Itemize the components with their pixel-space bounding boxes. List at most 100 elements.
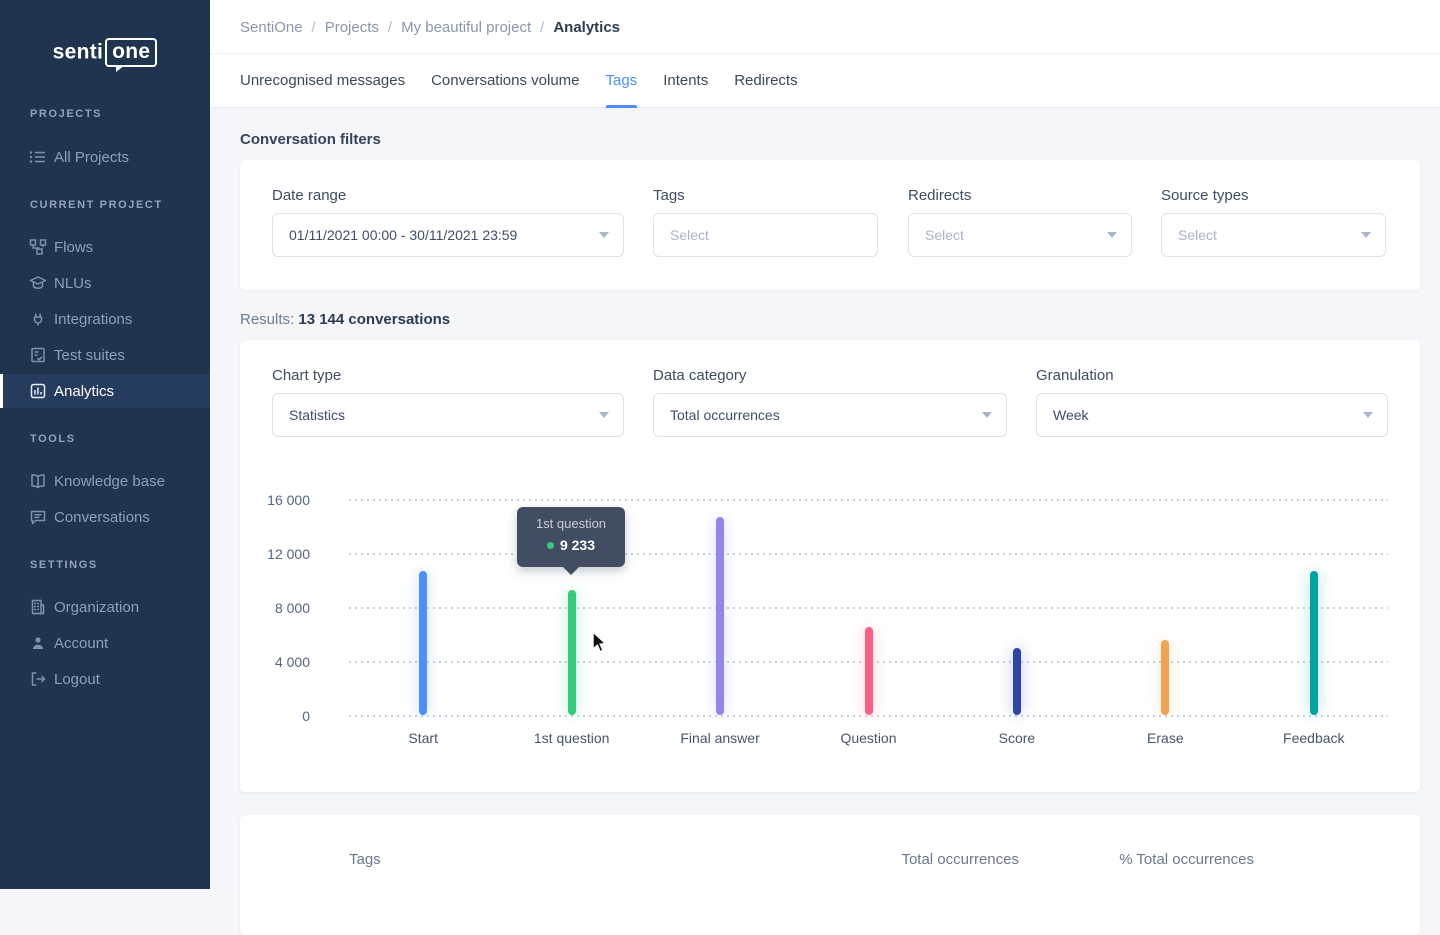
tags-filter-label: Tags xyxy=(653,187,685,204)
sidebar-item-analytics[interactable]: Analytics xyxy=(0,374,210,408)
y-axis-ticks: 16 000 12 000 8 000 4 000 0 xyxy=(240,492,310,724)
redirects-filter-field: Redirects Select xyxy=(908,187,1132,257)
sidebar-item-label: Conversations xyxy=(54,508,150,526)
tabs: Unrecognised messages Conversations volu… xyxy=(240,54,798,108)
sidebar-item-all-projects[interactable]: All Projects xyxy=(0,142,210,172)
chevron-down-icon xyxy=(1361,232,1371,238)
granulation-value: Week xyxy=(1053,407,1089,423)
breadcrumb-projects[interactable]: Projects xyxy=(324,18,379,36)
data-category-value: Total occurrences xyxy=(670,407,780,423)
data-category-field: Data category Total occurrences xyxy=(653,367,1007,437)
y-tick-label: 4 000 xyxy=(274,654,310,670)
date-range-select[interactable]: 01/11/2021 00:00 - 30/11/2021 23:59 xyxy=(272,213,624,257)
tags-filter-input[interactable] xyxy=(670,227,861,243)
tooltip-title: 1st question xyxy=(535,516,607,531)
y-tick-label: 16 000 xyxy=(267,492,310,508)
chart-type-field: Chart type Statistics xyxy=(272,367,624,437)
sidebar-item-logout[interactable]: Logout xyxy=(0,664,210,694)
granulation-label: Granulation xyxy=(1036,367,1114,384)
tab-unrecognised-messages[interactable]: Unrecognised messages xyxy=(240,72,406,89)
breadcrumb-analytics: Analytics xyxy=(553,18,621,36)
section-title-projects: PROJECTS xyxy=(30,108,103,120)
y-tick-label: 12 000 xyxy=(267,546,310,562)
sidebar: senti one PROJECTS All Projects CURRENT P… xyxy=(0,0,210,889)
sidebar-item-organization[interactable]: Organization xyxy=(0,592,210,622)
sentione-logo: senti one xyxy=(0,38,210,72)
graduation-cap-icon xyxy=(28,273,48,293)
redirects-filter-label: Redirects xyxy=(908,187,972,204)
sidebar-item-label: Integrations xyxy=(54,310,133,328)
sidebar-item-nlus[interactable]: NLUs xyxy=(0,268,210,298)
gridline xyxy=(349,715,1388,717)
x-axis-labels: Start 1st question Final answer Question Sco… xyxy=(349,730,1388,750)
chart-type-select[interactable]: Statistics xyxy=(272,393,624,437)
tab-tags[interactable]: Tags xyxy=(605,54,637,108)
source-types-label: Source types xyxy=(1161,187,1249,204)
breadcrumb-project-name[interactable]: My beautiful project xyxy=(401,18,532,36)
chevron-down-icon xyxy=(599,232,609,238)
flow-icon xyxy=(28,237,48,257)
chart-tooltip: 1st question 9 233 xyxy=(517,507,625,575)
granulation-select[interactable]: Week xyxy=(1036,393,1388,437)
sidebar-item-conversations[interactable]: Conversations xyxy=(0,502,210,532)
book-icon xyxy=(28,471,48,491)
breadcrumb-bar: SentiOne / Projects / My beautiful proje… xyxy=(210,0,1440,54)
logo-bubble-tail xyxy=(116,65,126,72)
bar-erase[interactable] xyxy=(1161,640,1170,715)
breadcrumb: SentiOne / Projects / My beautiful proje… xyxy=(240,0,620,54)
bar-chart-icon xyxy=(28,381,48,401)
source-types-field: Source types Select xyxy=(1161,187,1386,257)
gridline xyxy=(349,499,1388,501)
list-icon xyxy=(28,147,48,167)
chevron-down-icon xyxy=(1107,232,1117,238)
x-axis-label: Erase xyxy=(1147,730,1184,746)
redirects-filter-placeholder: Select xyxy=(925,227,964,243)
tags-filter-field: Tags xyxy=(653,187,878,257)
tab-redirects[interactable]: Redirects xyxy=(734,72,798,89)
sidebar-item-integrations[interactable]: Integrations xyxy=(0,304,210,334)
granulation-field: Granulation Week xyxy=(1036,367,1388,437)
bar-start[interactable] xyxy=(419,571,428,715)
results-summary: Results: 13 144 conversations xyxy=(240,311,450,328)
sidebar-item-label: Analytics xyxy=(54,382,115,400)
y-tick-label: 8 000 xyxy=(274,600,310,616)
x-axis-label: Final answer xyxy=(680,730,760,746)
redirects-filter-select[interactable]: Select xyxy=(908,213,1132,257)
sidebar-item-label: Organization xyxy=(54,598,140,616)
logo-text: senti xyxy=(52,40,104,64)
breadcrumb-sentione[interactable]: SentiOne xyxy=(240,18,303,36)
checklist-icon xyxy=(28,345,48,365)
bar-final-answer[interactable] xyxy=(716,517,725,715)
sidebar-item-test-suites[interactable]: Test suites xyxy=(0,340,210,370)
x-axis-label: Score xyxy=(998,730,1036,746)
tab-intents[interactable]: Intents xyxy=(663,72,709,89)
bar-chart-plot xyxy=(349,499,1388,717)
source-types-select[interactable]: Select xyxy=(1161,213,1386,257)
bar-question[interactable] xyxy=(864,627,873,715)
sidebar-item-label: Knowledge base xyxy=(54,472,165,490)
sidebar-item-flows[interactable]: Flows xyxy=(0,232,210,262)
main-content: SentiOne / Projects / My beautiful proje… xyxy=(210,0,1440,935)
gridline xyxy=(349,607,1388,609)
bar-1st-question[interactable] xyxy=(567,590,576,715)
bar-feedback[interactable] xyxy=(1309,571,1318,715)
conversation-filters-title: Conversation filters xyxy=(240,131,381,148)
sidebar-item-label: Test suites xyxy=(54,346,125,364)
breadcrumb-separator: / xyxy=(540,18,545,36)
chart-type-value: Statistics xyxy=(289,407,346,423)
section-title-current-project: CURRENT PROJECT xyxy=(30,199,163,211)
sidebar-item-label: Flows xyxy=(54,238,94,256)
table-header-percent-total-occurrences: % Total occurrences xyxy=(1119,851,1254,868)
sidebar-item-knowledge-base[interactable]: Knowledge base xyxy=(0,466,210,496)
results-count: 13 144 conversations xyxy=(298,311,451,328)
tags-filter-select[interactable] xyxy=(653,213,878,257)
bar-score[interactable] xyxy=(1012,648,1021,715)
chart-type-label: Chart type xyxy=(272,367,342,384)
chart-card: Chart type Statistics Data category Tota… xyxy=(240,340,1420,792)
filters-card: Date range 01/11/2021 00:00 - 30/11/2021… xyxy=(240,160,1420,290)
data-category-select[interactable]: Total occurrences xyxy=(653,393,1007,437)
tags-table-card: Tags Total occurrences % Total occurrenc… xyxy=(240,815,1420,935)
tab-conversations-volume[interactable]: Conversations volume xyxy=(431,72,580,89)
sidebar-item-account[interactable]: Account xyxy=(0,628,210,658)
breadcrumb-separator: / xyxy=(311,18,316,36)
